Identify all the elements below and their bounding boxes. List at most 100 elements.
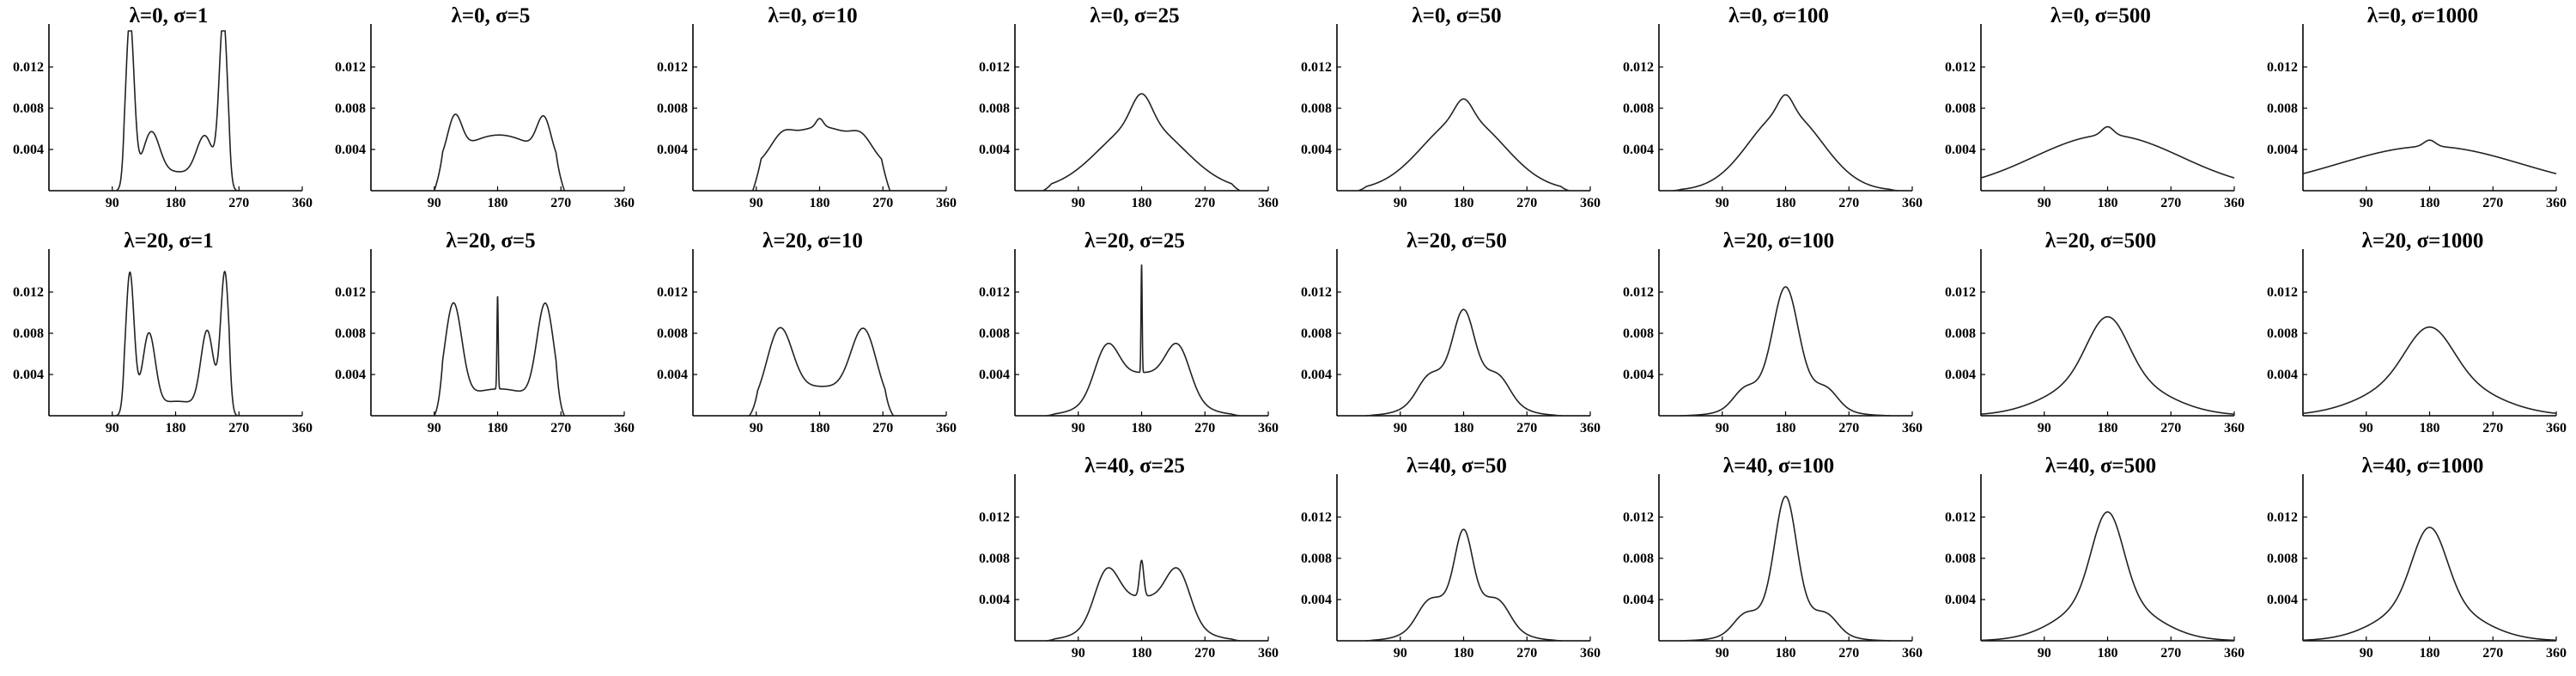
y-tick-label: 0.012 [1945, 510, 1976, 525]
density-curve [1980, 315, 2235, 415]
chart-svg: λ=40, σ=500 0.004 0.008 0.012 90 180 270 360 [1945, 454, 2245, 661]
x-tick-label: 90 [2038, 646, 2051, 661]
chart-svg: λ=20, σ=25 0.004 0.008 0.012 90 180 270 360 [979, 229, 1279, 435]
x-tick-label: 180 [2420, 421, 2440, 435]
y-tick-label: 0.008 [1301, 326, 1332, 341]
x-tick-label: 270 [1194, 196, 1215, 210]
chart-svg: λ=20, σ=500 0.004 0.008 0.012 90 180 270 360 [1945, 229, 2245, 435]
chart-svg: λ=0, σ=1 0.004 0.008 0.012 90 180 270 360 [13, 4, 313, 210]
chart-panel: λ=0, σ=5 0.004 0.008 0.012 90 180 270 360 [322, 0, 644, 225]
y-tick-label: 0.008 [979, 101, 1010, 116]
chart-svg: λ=0, σ=25 0.004 0.008 0.012 90 180 270 360 [979, 4, 1279, 210]
y-tick-label: 0.004 [1623, 593, 1654, 607]
chart-svg: λ=40, σ=1000 0.004 0.008 0.012 90 180 270 360 [2267, 454, 2567, 661]
density-curve [1980, 125, 2235, 179]
y-tick-label: 0.008 [1945, 551, 1976, 566]
x-tick-label: 360 [936, 196, 957, 210]
chart-panel: λ=20, σ=5 0.004 0.008 0.012 90 180 270 360 [322, 225, 644, 450]
chart-panel: λ=20, σ=10 0.004 0.008 0.012 90 180 270 360 [644, 225, 966, 450]
x-tick-label: 270 [1516, 196, 1537, 210]
y-tick-label: 0.008 [979, 551, 1010, 566]
x-tick-label: 360 [1580, 196, 1601, 210]
x-tick-label: 180 [166, 421, 186, 435]
density-curve [1680, 496, 1892, 642]
y-tick-label: 0.008 [335, 101, 366, 116]
x-tick-label: 180 [1454, 646, 1474, 661]
y-tick-label: 0.004 [1301, 143, 1332, 157]
y-tick-label: 0.008 [1945, 326, 1976, 341]
y-tick-label: 0.004 [1945, 593, 1976, 607]
density-curve [2302, 326, 2557, 415]
chart-panel: λ=0, σ=1 0.004 0.008 0.012 90 180 270 360 [0, 0, 322, 225]
x-tick-label: 90 [1072, 421, 1085, 435]
y-tick-label: 0.012 [1301, 60, 1332, 75]
y-tick-label: 0.008 [657, 101, 688, 116]
y-tick-label: 0.004 [979, 593, 1010, 607]
x-tick-label: 360 [2546, 421, 2567, 435]
chart-panel: λ=20, σ=1000 0.004 0.008 0.012 90 180 270 360 [2254, 225, 2576, 450]
chart-panel: λ=20, σ=1 0.004 0.008 0.012 90 180 270 360 [0, 225, 322, 450]
x-tick-label: 90 [750, 421, 763, 435]
chart-panel: λ=40, σ=50 0.004 0.008 0.012 90 180 270 360 [1288, 450, 1610, 675]
x-tick-label: 180 [1776, 421, 1796, 435]
chart-svg: λ=20, σ=1000 0.004 0.008 0.012 90 180 270 360 [2267, 229, 2567, 435]
y-tick-label: 0.008 [1301, 551, 1332, 566]
x-tick-label: 270 [228, 196, 249, 210]
x-tick-label: 270 [550, 421, 571, 435]
x-tick-label: 360 [1258, 421, 1279, 435]
chart-panel: λ=0, σ=500 0.004 0.008 0.012 90 180 270 360 [1932, 0, 2254, 225]
x-tick-label: 270 [1516, 646, 1537, 661]
chart-svg: λ=40, σ=50 0.004 0.008 0.012 90 180 270 360 [1301, 454, 1601, 661]
y-tick-label: 0.008 [979, 326, 1010, 341]
x-tick-label: 180 [1776, 196, 1796, 210]
y-tick-label: 0.004 [13, 368, 44, 382]
y-tick-label: 0.008 [13, 326, 44, 341]
y-tick-label: 0.012 [979, 60, 1010, 75]
x-tick-label: 360 [1580, 421, 1601, 435]
chart-title: λ=0, σ=500 [2050, 4, 2151, 27]
x-tick-label: 180 [1776, 646, 1796, 661]
x-tick-label: 270 [872, 421, 893, 435]
chart-svg: λ=0, σ=500 0.004 0.008 0.012 90 180 270 360 [1945, 4, 2245, 210]
x-tick-label: 90 [428, 196, 441, 210]
y-tick-label: 0.004 [335, 143, 366, 157]
x-tick-label: 180 [488, 421, 508, 435]
chart-title: λ=40, σ=50 [1406, 454, 1507, 478]
chart-svg: λ=0, σ=5 0.004 0.008 0.012 90 180 270 360 [335, 4, 635, 210]
x-tick-label: 270 [1516, 421, 1537, 435]
chart-title: λ=0, σ=25 [1090, 4, 1179, 27]
chart-title: λ=0, σ=100 [1728, 4, 1829, 27]
chart-title: λ=0, σ=5 [452, 4, 531, 27]
density-curve [2302, 527, 2557, 642]
chart-title: λ=20, σ=10 [762, 229, 863, 253]
x-tick-label: 180 [166, 196, 186, 210]
y-tick-label: 0.012 [1623, 60, 1654, 75]
x-tick-label: 180 [1132, 646, 1152, 661]
chart-title: λ=20, σ=1 [124, 229, 213, 253]
x-tick-label: 270 [2160, 646, 2181, 661]
density-curve [1042, 93, 1241, 192]
density-curve [748, 326, 895, 417]
y-tick-label: 0.012 [335, 60, 366, 75]
chart-title: λ=20, σ=100 [1723, 229, 1834, 253]
chart-title: λ=40, σ=100 [1723, 454, 1834, 478]
chart-svg: λ=0, σ=100 0.004 0.008 0.012 90 180 270 360 [1623, 4, 1923, 210]
y-tick-label: 0.012 [657, 285, 688, 300]
x-tick-label: 90 [2038, 421, 2051, 435]
y-tick-label: 0.008 [1623, 101, 1654, 116]
chart-panel: λ=20, σ=50 0.004 0.008 0.012 90 180 270 360 [1288, 225, 1610, 450]
density-curve [1364, 308, 1563, 417]
density-curve [1980, 511, 2235, 642]
x-tick-label: 270 [1838, 421, 1859, 435]
y-tick-label: 0.008 [2267, 326, 2298, 341]
chart-panel: λ=0, σ=100 0.004 0.008 0.012 90 180 270 360 [1610, 0, 1932, 225]
density-curve [1046, 559, 1241, 642]
x-tick-label: 360 [936, 421, 957, 435]
x-tick-label: 360 [1258, 646, 1279, 661]
y-tick-label: 0.004 [2267, 143, 2298, 157]
x-tick-label: 180 [2420, 646, 2440, 661]
x-tick-label: 90 [2360, 646, 2373, 661]
x-tick-label: 360 [1258, 196, 1279, 210]
x-tick-label: 360 [1580, 646, 1601, 661]
x-tick-label: 360 [614, 196, 635, 210]
